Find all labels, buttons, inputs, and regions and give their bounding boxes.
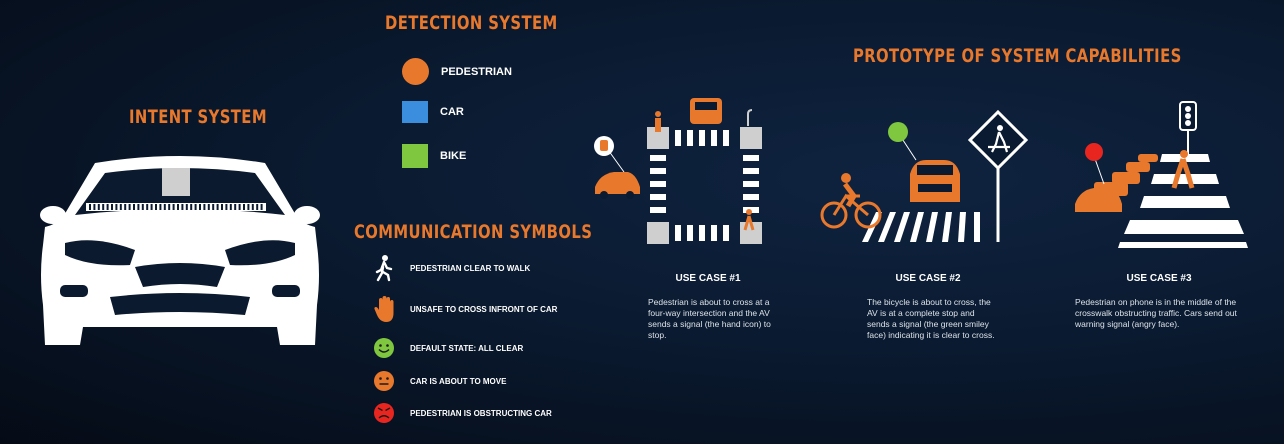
intent-system-title: INTENT SYSTEM [129,106,267,128]
detection-system-title: DETECTION SYSTEM [385,12,558,34]
symbol-row-all-clear: DEFAULT STATE: ALL CLEAR [372,336,523,360]
symbol-row-unsafe-to-cross: UNSAFE TO CROSS INFRONT OF CAR [372,296,558,322]
symbol-row-clear-to-walk: PEDESTRIAN CLEAR TO WALK [372,255,531,282]
detection-label-bike: BIKE [440,150,467,162]
detection-label-car: CAR [440,106,464,118]
walking-pedestrian-icon [372,255,396,282]
use-case-2-description: The bicycle is about to cross, the AV is… [867,297,995,340]
detection-label-pedestrian: PEDESTRIAN [441,65,512,78]
use-case-2-illustration [820,109,1029,242]
symbol-label-unsafe-to-cross: UNSAFE TO CROSS INFRONT OF CAR [410,304,558,314]
use-case-1-title: USE CASE #1 [675,273,741,284]
use-case-1-illustration [594,98,762,244]
symbol-label-about-to-move: CAR IS ABOUT TO MOVE [410,376,507,386]
intent-display-panel [162,168,190,196]
car-square-swatch [402,101,428,123]
use-case-3-description: Pedestrian on phone is in the middle of … [1075,297,1237,329]
led-strip-segments [89,204,263,210]
use-case-3-title: USE CASE #3 [1126,273,1192,284]
use-case-3-illustration [1075,101,1248,248]
symbol-label-all-clear: DEFAULT STATE: ALL CLEAR [410,343,524,353]
use-case-1-description: Pedestrian is about to cross at a four-w… [648,297,771,340]
communication-symbols-title: COMMUNICATION SYMBOLS [354,221,593,243]
symbol-label-clear-to-walk: PEDESTRIAN CLEAR TO WALK [410,263,531,273]
use-case-2-title: USE CASE #2 [895,273,961,284]
bike-square-swatch [402,144,428,168]
prototype-title: PROTOTYPE OF SYSTEM CAPABILITIES [853,45,1182,67]
detection-item-bike: BIKE [402,144,466,168]
smiley-face-icon [372,336,396,360]
symbol-row-about-to-move: CAR IS ABOUT TO MOVE [372,369,506,393]
symbol-row-obstructing: PEDESTRIAN IS OBSTRUCTING CAR [372,401,552,425]
stop-hand-icon [372,296,396,322]
detection-item-car: CAR [402,101,464,123]
symbol-label-obstructing: PEDESTRIAN IS OBSTRUCTING CAR [410,408,552,418]
detection-item-pedestrian: PEDESTRIAN [402,58,512,85]
intent-led-strip [86,203,266,211]
angry-face-icon [372,401,396,425]
neutral-face-icon [372,369,396,393]
pedestrian-circle-swatch [402,58,429,85]
